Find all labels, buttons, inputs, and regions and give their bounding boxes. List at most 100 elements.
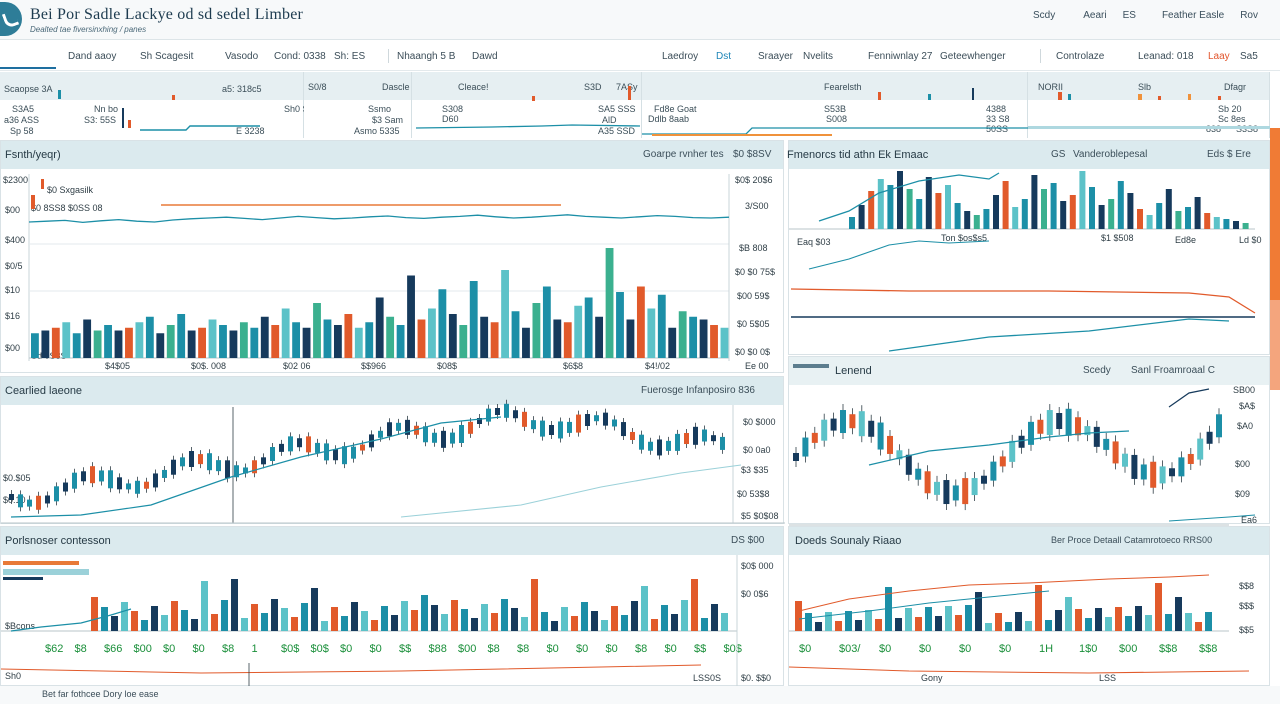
performance-bar bbox=[301, 603, 308, 631]
summary-bar bbox=[945, 606, 952, 631]
x-axis-label: $0 bbox=[959, 643, 972, 655]
candle bbox=[567, 421, 572, 433]
performance-bar bbox=[491, 613, 498, 631]
panel-title: Porlsnoser contesson bbox=[5, 535, 111, 547]
ticker-label: $3 Sam bbox=[372, 115, 404, 125]
performance-bar bbox=[121, 602, 128, 631]
candle bbox=[225, 460, 230, 479]
ticker-cell[interactable]: Cleace! S3D 7ASy S308 D60 SA5 SSS AlD A3… bbox=[412, 72, 642, 138]
top-menu-item[interactable]: ES bbox=[1122, 10, 1136, 21]
overview-bar bbox=[906, 189, 913, 229]
volume-bar bbox=[584, 297, 593, 358]
toolbar-item[interactable]: Sa5 bbox=[1240, 51, 1258, 62]
panel-label: Vanderoblepesal bbox=[1073, 149, 1148, 160]
top-menu-item[interactable]: Feather Easle bbox=[1161, 10, 1225, 21]
candle bbox=[576, 414, 581, 433]
summary-bar bbox=[1165, 614, 1172, 631]
x-axis-label: $62 bbox=[45, 643, 64, 655]
x-axis-label: $00 bbox=[133, 643, 152, 655]
summary-bar bbox=[975, 592, 982, 631]
right-axis-label: $0 $0 75$ bbox=[735, 267, 776, 277]
candle bbox=[896, 450, 903, 460]
ticker-cell[interactable]: S0/8 Dascle Ssmo $3 Sam Asmo 5335 bbox=[304, 72, 412, 138]
candle bbox=[1028, 421, 1034, 445]
toolbar-item[interactable]: Dst bbox=[716, 51, 731, 62]
right-axis-label: 3/S00 bbox=[745, 201, 769, 211]
toolbar-item[interactable]: Leanad: 018 bbox=[1138, 51, 1194, 62]
chart-label: Ed8e bbox=[1175, 235, 1197, 245]
legend-entry[interactable]: $0 Sxgasilk bbox=[47, 185, 94, 195]
toolbar-item[interactable]: Nhaangh 5 B bbox=[397, 51, 456, 62]
candle bbox=[207, 453, 212, 471]
performance-bar bbox=[161, 615, 168, 631]
panel-subtitle: Goarpe rvnher tes bbox=[643, 149, 724, 160]
volume-bar bbox=[323, 319, 332, 358]
candle bbox=[81, 471, 86, 482]
summary-bar bbox=[805, 613, 812, 631]
x-axis-label: $4!/02 bbox=[645, 361, 671, 371]
price-volume-chart[interactable] bbox=[1, 141, 785, 374]
toolbar-item[interactable]: Dand aaoy bbox=[68, 51, 117, 62]
top-menu-item[interactable]: Rov bbox=[1240, 10, 1258, 21]
toolbar-item[interactable]: Laedroy bbox=[662, 51, 699, 62]
overview-bar bbox=[916, 199, 923, 229]
toolbar-item[interactable]: Sraayer bbox=[758, 51, 794, 62]
legend-entry[interactable]: $0 8SS8 $0SS 08 bbox=[31, 203, 103, 213]
candle bbox=[495, 408, 500, 416]
overview-bar bbox=[1079, 171, 1086, 229]
volume-bar bbox=[72, 333, 81, 358]
candle bbox=[915, 468, 922, 480]
price-line bbox=[28, 214, 730, 224]
overview-bar bbox=[945, 185, 951, 229]
summary-chart[interactable] bbox=[788, 527, 1271, 687]
toolbar-item[interactable]: Sh Scagesit bbox=[140, 51, 194, 62]
toolbar-item[interactable]: Vasodo bbox=[225, 51, 259, 62]
x-axis-label: $08$ bbox=[437, 361, 458, 371]
chart-label: $1 $508 bbox=[1101, 233, 1134, 243]
toolbar-item[interactable]: Controlaze bbox=[1056, 51, 1105, 62]
toolbar-item[interactable]: Laay bbox=[1208, 51, 1230, 62]
ticker-cell[interactable]: Scaopse 3A a5: 318c5 S3A5 Nn bo Sh0 SE a… bbox=[0, 72, 315, 138]
summary-bar bbox=[1045, 620, 1052, 631]
volume-bar bbox=[710, 325, 718, 358]
toolbar-item[interactable]: Dawd bbox=[472, 51, 498, 62]
legend-swatch bbox=[41, 179, 44, 189]
toolbar-item[interactable]: Nvelits bbox=[803, 51, 834, 62]
top-menu-item[interactable]: Aeari bbox=[1083, 10, 1107, 21]
overview-bar bbox=[1213, 217, 1220, 229]
panel-header bbox=[1, 377, 783, 405]
performance-bar bbox=[631, 601, 638, 631]
ticker-cell[interactable]: NORII Slb Dfagr Sb 20 Sc 8es 838 S3S8 bbox=[1028, 72, 1270, 138]
trend-chart[interactable] bbox=[789, 357, 1271, 526]
toolbar-item[interactable]: Sh: ES bbox=[334, 51, 366, 62]
x-axis-label: $$8 bbox=[1199, 643, 1218, 655]
candlestick-panel: Cearlied laeone Fuerosge Infanposiro 836… bbox=[0, 376, 785, 525]
ticker-label: Dfagr bbox=[1224, 82, 1247, 92]
candle bbox=[468, 421, 473, 434]
volume-bar bbox=[563, 322, 572, 358]
overview-bar bbox=[877, 179, 884, 229]
panel-footer-label: LSS0S bbox=[693, 673, 722, 683]
ticker-cell[interactable]: Fearelsth Fd8e Goat Ddlb 8aab S53B S008 … bbox=[642, 72, 1028, 138]
summary-bar bbox=[1175, 597, 1182, 631]
toolbar-item[interactable]: Fenniwnlay 27 bbox=[868, 51, 933, 62]
performance-chart[interactable] bbox=[0, 527, 785, 687]
volume-bar bbox=[145, 316, 154, 358]
volume-bars bbox=[31, 248, 729, 358]
app-logo-icon[interactable] bbox=[0, 2, 22, 36]
candlestick-chart[interactable] bbox=[1, 377, 785, 525]
right-axis-label: $0$ 20$6 bbox=[735, 175, 773, 185]
x-axis-label: $00 bbox=[1119, 643, 1138, 655]
candle bbox=[405, 419, 410, 435]
toolbar-item[interactable]: Geteewhenger bbox=[940, 51, 1006, 62]
performance-bar bbox=[111, 616, 118, 631]
overview-chart[interactable] bbox=[789, 141, 1271, 356]
toolbar-item[interactable]: Cond: 0338 bbox=[274, 51, 326, 62]
volume-bar bbox=[553, 319, 562, 358]
performance-bar bbox=[591, 611, 598, 631]
ticker-label: Fearelsth bbox=[824, 82, 862, 92]
top-menu-item[interactable]: Scdy bbox=[1033, 10, 1056, 21]
right-axis-label: $B 808 bbox=[739, 243, 768, 253]
performance-bar bbox=[681, 600, 688, 631]
candle bbox=[585, 414, 590, 427]
